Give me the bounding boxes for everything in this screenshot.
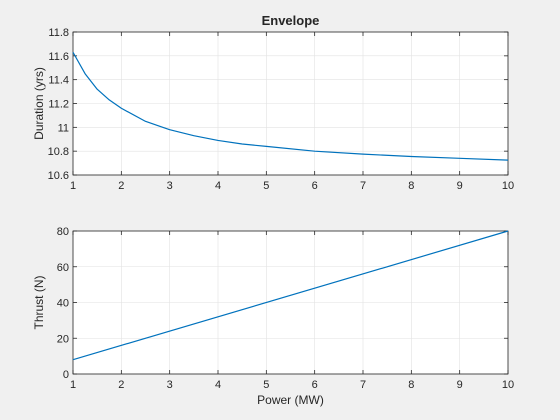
x-tick-label: 9 <box>457 180 463 192</box>
x-tick-label: 2 <box>118 379 124 391</box>
bottom-plot: 1 2 3 4 5 6 7 8 9 10 0 20 40 60 80 Power (MW) Thrust (N) <box>32 226 514 407</box>
y-tick-label: 10.6 <box>48 170 69 182</box>
x-tick-label: 7 <box>360 180 366 192</box>
x-tick-label: 10 <box>502 180 514 192</box>
y-tick-label: 0 <box>63 369 69 381</box>
plot-title: Envelope <box>262 13 320 28</box>
y-tick-label: 11.2 <box>48 99 69 111</box>
series-line <box>72 51 509 161</box>
y-tick-label: 11.8 <box>48 27 69 39</box>
y-tick-label: 11 <box>58 122 69 134</box>
x-tick-label: 7 <box>360 379 366 391</box>
x-tick-label: 8 <box>408 379 414 391</box>
x-tick-label: 6 <box>312 180 318 192</box>
x-tick-label: 1 <box>70 379 76 391</box>
x-tick-label: 2 <box>118 180 124 192</box>
x-tick-label: 8 <box>408 180 414 192</box>
x-tick-label: 9 <box>457 379 463 391</box>
x-tick-label: 1 <box>70 180 76 192</box>
y-tick-label: 40 <box>57 298 69 310</box>
x-tick-label: 4 <box>215 180 221 192</box>
y-tick-label: 11.6 <box>48 51 69 63</box>
y-tick-label: 80 <box>57 226 69 238</box>
x-axis-label: Power (MW) <box>257 393 324 407</box>
y-tick-label: 10.8 <box>48 146 69 158</box>
y-axis-label: Thrust (N) <box>32 275 46 329</box>
x-tick-label: 4 <box>215 379 221 391</box>
series-line <box>72 230 509 361</box>
x-tick-label: 5 <box>263 180 269 192</box>
x-tick-label: 5 <box>263 379 269 391</box>
y-tick-label: 11.4 <box>48 75 69 87</box>
top-plot: 1 2 3 4 5 6 7 8 9 10 10.6 10.8 11 11.2 11.4 11.6 11.8 Env… <box>32 13 514 192</box>
y-axis-label: Duration (yrs) <box>32 67 46 140</box>
x-tick-label: 6 <box>312 379 318 391</box>
y-tick-label: 20 <box>57 333 69 345</box>
x-tick-label: 3 <box>167 180 173 192</box>
y-tick-label: 60 <box>57 262 69 274</box>
x-tick-label: 3 <box>167 379 173 391</box>
x-tick-label: 10 <box>502 379 514 391</box>
